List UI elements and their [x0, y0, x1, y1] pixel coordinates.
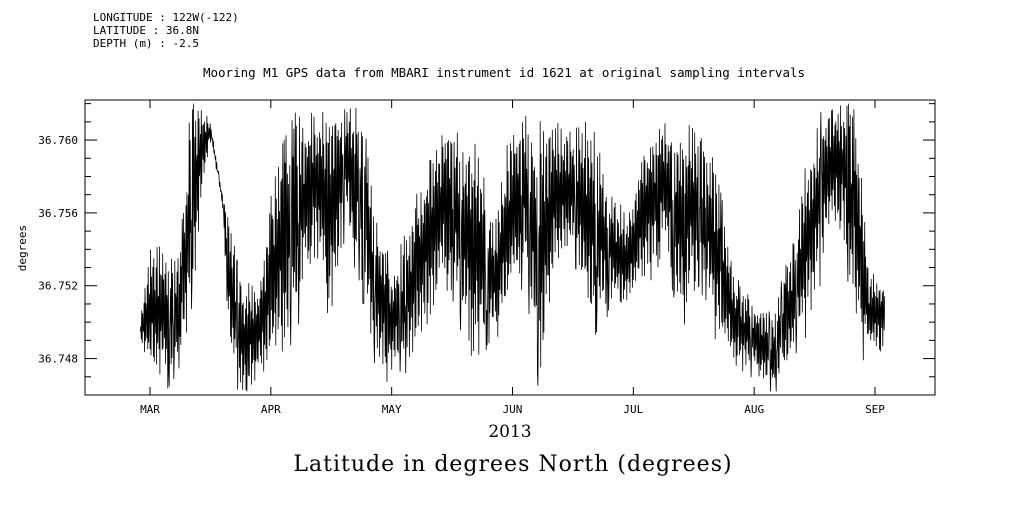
latitude-label: LATITUDE : 36.8N [93, 24, 199, 37]
axis-ticks [85, 100, 935, 395]
x-tick-label: SEP [865, 403, 885, 416]
x-tick-label: MAY [382, 403, 402, 416]
y-tick-label: 36.748 [38, 353, 78, 366]
latitude-series-line [139, 103, 886, 392]
x-tick-label: AUG [744, 403, 764, 416]
y-tick-label: 36.752 [38, 280, 78, 293]
x-tick-label: JUL [623, 403, 643, 416]
y-tick-label: 36.760 [38, 134, 78, 147]
longitude-label: LONGITUDE : 122W(-122) [93, 11, 239, 24]
figure-caption: Latitude in degrees North (degrees) [293, 452, 732, 477]
chart-title: Mooring M1 GPS data from MBARI instrumen… [203, 65, 805, 80]
x-tick-labels: MAR APR MAY JUN JUL AUG SEP [140, 403, 885, 416]
latitude-series [139, 103, 886, 392]
x-tick-label: JUN [503, 403, 523, 416]
y-tick-labels: 36.748 36.752 36.756 36.760 [38, 134, 78, 366]
y-axis-title: degrees [16, 225, 29, 271]
y-tick-label: 36.756 [38, 207, 78, 220]
x-tick-label: MAR [140, 403, 160, 416]
x-axis-title: 2013 [488, 422, 531, 442]
depth-label: DEPTH (m) : -2.5 [93, 37, 199, 50]
x-tick-label: APR [261, 403, 281, 416]
plot-frame [84, 99, 936, 396]
